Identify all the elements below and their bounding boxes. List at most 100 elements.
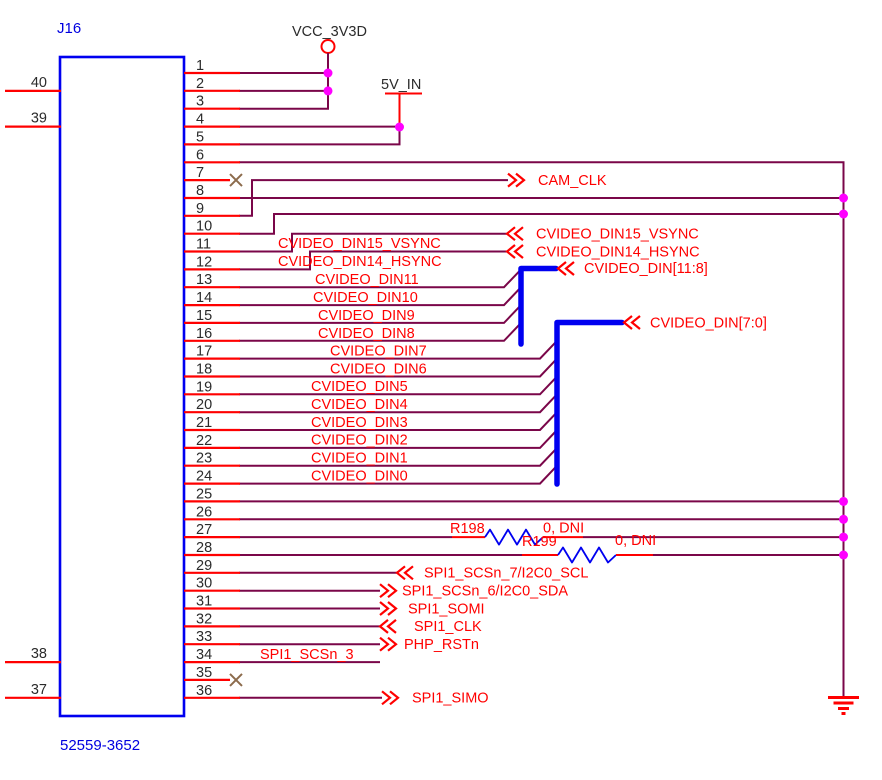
- wire-pin10-rail: [239, 213, 844, 235]
- pin-number-right: 4: [196, 112, 204, 128]
- pin-number-right: 24: [196, 469, 212, 485]
- net-label-cvideo-din4: CVIDEO_DIN4: [311, 397, 408, 413]
- cam-clk-output-arrow-icon: [507, 172, 526, 188]
- pin-number-right: 8: [196, 183, 204, 199]
- pin-number-right: 9: [196, 201, 204, 217]
- pin-number-right: 5: [196, 129, 204, 145]
- port-label-spi1-scsn6: SPI1_SCSn_6/I2C0_SDA: [402, 584, 568, 600]
- bus-cvideo-din-7-0: [554, 319, 625, 487]
- pin-number-right: 13: [196, 272, 212, 288]
- net-label-cvideo-din8: CVIDEO_DIN8: [318, 326, 415, 342]
- pin-number-right: 12: [196, 254, 212, 270]
- wire-pin13-din11: [239, 268, 522, 289]
- port-label-cvideo-din14-hsync: CVIDEO_DIN14_HSYNC: [536, 245, 700, 261]
- r199-value: 0, DNI: [615, 533, 656, 549]
- r198-value: 0, DNI: [543, 521, 584, 537]
- net-label-cvideo-din9: CVIDEO_DIN9: [318, 308, 415, 324]
- pin-number-right: 28: [196, 540, 212, 556]
- resistor-r198: R198 0, DNI: [450, 521, 584, 546]
- junction-dot: [839, 496, 848, 506]
- r198-resistor-icon: [484, 528, 544, 546]
- net-label-cvideo-din5: CVIDEO_DIN5: [311, 379, 408, 395]
- r199-refdes: R199: [522, 534, 557, 550]
- pin-number-right: 6: [196, 147, 204, 163]
- net-label-spi1-scsn3: SPI1_SCSn_3: [260, 647, 354, 663]
- net-label-cvideo-din14-hsync: CVIDEO_DIN14_HSYNC: [278, 254, 442, 270]
- cvideo-din14-hsync-input-arrow-icon: [505, 244, 524, 259]
- pin-number-right: 10: [196, 219, 212, 235]
- port-label-layer: CAM_CLK CVIDEO_DIN15_VSYNC CVIDEO_DIN14_…: [402, 173, 767, 707]
- port-label-cvideo-din15-vsync: CVIDEO_DIN15_VSYNC: [536, 227, 699, 243]
- port-label-spi1-simo: SPI1_SIMO: [412, 691, 489, 707]
- bus-cvideo-din-11-8: [518, 265, 559, 347]
- pin-number-right: 11: [196, 237, 211, 253]
- pin-number-right: 30: [196, 576, 212, 592]
- cvideo-din-7-0-bus-arrow-icon: [622, 315, 641, 330]
- spi1-clk-input-arrow-icon: [378, 619, 397, 634]
- pin-number-right: 16: [196, 326, 212, 342]
- spi1-scsn7-input-arrow-icon: [395, 565, 414, 581]
- wire-pin20-din4: [239, 393, 558, 414]
- pin-number-right: 3: [196, 94, 204, 110]
- junction-dot: [839, 550, 848, 560]
- net-label-cvideo-din2: CVIDEO_DIN2: [311, 433, 408, 449]
- pin-number-right: 23: [196, 451, 212, 467]
- pin-number-right: 17: [196, 344, 212, 360]
- pin-number-right: 26: [196, 504, 212, 520]
- vcc-3v3d-label: VCC_3V3D: [292, 24, 367, 40]
- net-label-cvideo-din6: CVIDEO_DIN6: [330, 362, 427, 378]
- pin-number-right: 33: [196, 629, 212, 645]
- junction-dot: [839, 193, 848, 203]
- pin-number-right: 14: [196, 290, 212, 306]
- wire-pin21-din3: [239, 411, 558, 431]
- pin-number-right: 31: [196, 594, 212, 610]
- pin-number-left: 37: [31, 682, 47, 698]
- wire-pin14-din10: [239, 286, 522, 307]
- wire-pin16-din8: [239, 322, 522, 342]
- port-label-spi1-scsn7: SPI1_SCSn_7/I2C0_SCL: [424, 566, 588, 582]
- junction-dot: [839, 532, 848, 542]
- pin-number-right: 35: [196, 665, 212, 681]
- wire-pin5-5v-riser: [239, 127, 401, 146]
- wire-pin3-vcc-riser: [239, 53, 329, 110]
- wire-pin24-din0: [239, 465, 558, 485]
- junction-dot: [839, 209, 848, 219]
- wire-pin12-hsync: [239, 250, 507, 271]
- resistor-r199: R199 0, DNI: [522, 533, 656, 564]
- no-connect-x-icon: [229, 673, 243, 687]
- junction-dot: [839, 514, 848, 524]
- spi1-simo-output-arrow-icon: [381, 690, 400, 706]
- port-label-spi1-clk: SPI1_CLK: [414, 619, 482, 635]
- pin-number-right: 19: [196, 379, 212, 395]
- r199-resistor-icon: [557, 546, 617, 564]
- connector-j16-body: [58, 55, 186, 718]
- wire-pin15-din9: [239, 304, 522, 324]
- pin-layer: 1234567891011121314151617181920212223242…: [5, 58, 240, 699]
- wire-pin11-vsync: [239, 232, 507, 253]
- pin-number-right: 25: [196, 486, 212, 502]
- wire-pin22-din2: [239, 429, 558, 449]
- wire-pin17-din7: [239, 340, 558, 360]
- port-label-spi1-somi: SPI1_SOMI: [408, 602, 485, 618]
- pin-number-left: 38: [31, 646, 47, 662]
- pin-number-right: 1: [196, 58, 204, 74]
- pin-number-right: 7: [196, 165, 204, 181]
- pin-number-left: 40: [31, 75, 47, 91]
- port-label-cvideo-din-7-0: CVIDEO_DIN[7:0]: [650, 316, 767, 332]
- junction-dot: [323, 86, 333, 96]
- pin-number-right: 20: [196, 397, 212, 413]
- r198-refdes: R198: [450, 521, 485, 537]
- wire-pin9-cam-clk: [239, 179, 508, 217]
- pin-number-right: 34: [196, 647, 212, 663]
- spi1-somi-output-arrow-icon: [379, 601, 398, 616]
- connector-part-number: 52559-3652: [60, 737, 140, 754]
- net-label-cvideo-din10: CVIDEO_DIN10: [313, 290, 418, 306]
- cvideo-din15-vsync-input-arrow-icon: [505, 226, 524, 242]
- wire-pin18-din6: [239, 357, 558, 378]
- port-label-cvideo-din-11-8: CVIDEO_DIN[11:8]: [584, 261, 708, 277]
- wire-pin23-din1: [239, 447, 558, 467]
- pin-number-left: 39: [31, 111, 47, 127]
- port-label-cam-clk: CAM_CLK: [538, 173, 607, 189]
